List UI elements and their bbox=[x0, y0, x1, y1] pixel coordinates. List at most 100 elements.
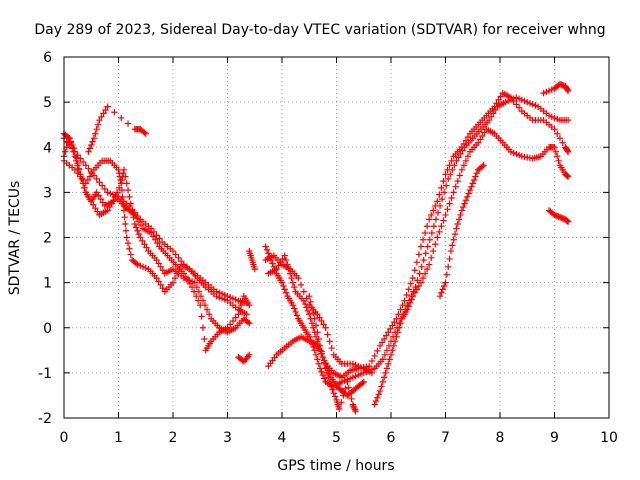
data-point-track-i bbox=[282, 256, 290, 264]
data-point-track-m bbox=[409, 292, 416, 300]
plot-frame bbox=[63, 56, 610, 419]
data-point-track-d bbox=[180, 270, 188, 277]
data-point-track-i bbox=[446, 162, 453, 169]
data-point-track-i bbox=[507, 94, 515, 101]
data-point-track-b bbox=[205, 311, 213, 318]
data-point-track-h bbox=[316, 365, 324, 372]
data-point-track-i bbox=[385, 329, 392, 336]
data-point-track-c bbox=[115, 166, 122, 174]
data-point-track-b bbox=[95, 192, 102, 199]
data-point-track-i bbox=[403, 291, 410, 299]
x-tick-label: 4 bbox=[278, 430, 287, 446]
data-point-track-m bbox=[421, 270, 429, 277]
data-point-track-d bbox=[235, 311, 242, 318]
data-point-track-i bbox=[415, 251, 423, 258]
data-point-track-b bbox=[123, 180, 130, 187]
data-point-track-e bbox=[86, 145, 94, 152]
data-point-track-h bbox=[564, 116, 572, 124]
data-point-track-m bbox=[394, 329, 402, 336]
data-point-track-c bbox=[171, 274, 179, 282]
data-point-track-d bbox=[130, 210, 137, 218]
data-point-track-n bbox=[458, 207, 466, 214]
data-point-track-m bbox=[452, 183, 459, 190]
data-point-track-b bbox=[244, 318, 252, 326]
data-point-track-l bbox=[326, 378, 333, 386]
data-point-track-m bbox=[378, 383, 385, 390]
data-point-track-j bbox=[368, 369, 376, 377]
data-point-track-n bbox=[449, 242, 456, 249]
data-point-track-l bbox=[329, 386, 336, 393]
data-point-track-h bbox=[485, 116, 493, 124]
data-point-track-d bbox=[229, 317, 237, 325]
data-point-track-d bbox=[152, 236, 159, 243]
data-point-track-i bbox=[423, 223, 431, 230]
data-point-track-d bbox=[64, 133, 72, 141]
data-point-track-n bbox=[457, 211, 464, 219]
data-point-track-i bbox=[464, 133, 472, 141]
data-point-track-c bbox=[159, 285, 166, 292]
data-point-track-h bbox=[379, 356, 387, 363]
data-point-track-c bbox=[169, 279, 177, 286]
data-point-track-d bbox=[133, 215, 141, 222]
data-point-track-l bbox=[336, 405, 343, 413]
data-point-track-c bbox=[123, 234, 130, 241]
data-point-track-b bbox=[137, 234, 144, 241]
data-point-track-i bbox=[448, 157, 455, 164]
data-point-track-b bbox=[97, 195, 104, 203]
data-point-track-i bbox=[279, 255, 286, 263]
data-point-track-d bbox=[70, 148, 77, 155]
data-point-track-d bbox=[224, 324, 231, 331]
data-point-track-h bbox=[321, 375, 328, 382]
data-point-track-m bbox=[395, 324, 403, 331]
data-point-track-e bbox=[96, 116, 103, 124]
data-point-track-i bbox=[419, 236, 427, 243]
data-point-track-h bbox=[291, 305, 298, 312]
data-point-track-m bbox=[444, 206, 451, 213]
data-point-track-n bbox=[464, 193, 471, 201]
data-point-track-d bbox=[94, 208, 101, 215]
data-point-track-c bbox=[127, 251, 134, 258]
data-point-track-j bbox=[318, 317, 325, 325]
data-point-track-m bbox=[405, 303, 412, 310]
data-point-track-i bbox=[442, 171, 449, 178]
data-point-track-c bbox=[153, 274, 160, 282]
data-point-track-d bbox=[110, 197, 117, 204]
data-point-track-e bbox=[100, 110, 107, 117]
data-point-track-k bbox=[323, 364, 331, 371]
data-point-track-i bbox=[407, 280, 414, 287]
data-point-track-b bbox=[141, 241, 148, 248]
data-point-track-i bbox=[430, 207, 437, 214]
data-point-track-i bbox=[458, 144, 466, 151]
data-point-track-i bbox=[399, 301, 406, 309]
data-point-track-n bbox=[468, 183, 475, 190]
data-point-track-j bbox=[314, 311, 321, 318]
y-tick-label: 3 bbox=[43, 185, 52, 201]
data-point-track-n bbox=[445, 263, 452, 271]
x-tick-label: 7 bbox=[441, 430, 450, 446]
data-point-track-i bbox=[409, 274, 416, 282]
data-point-track-a bbox=[82, 162, 89, 169]
data-point-track-i bbox=[371, 352, 378, 360]
data-point-track-e bbox=[92, 130, 99, 137]
data-point-track-c bbox=[119, 193, 126, 201]
data-point-track-j bbox=[297, 281, 305, 289]
data-point-track-m bbox=[448, 194, 455, 202]
data-point-track-n bbox=[450, 236, 457, 243]
x-tick-label: 6 bbox=[387, 430, 396, 446]
data-point-track-l bbox=[314, 329, 321, 336]
data-point-track-m bbox=[419, 274, 427, 282]
data-point-track-i bbox=[275, 262, 282, 269]
data-point-track-m bbox=[477, 136, 484, 143]
data-point-track-i bbox=[432, 202, 439, 210]
data-point-track-a bbox=[98, 182, 106, 189]
data-point-track-j bbox=[316, 314, 323, 321]
data-point-track-m bbox=[464, 153, 472, 160]
data-point-track-i bbox=[391, 318, 398, 326]
data-point-track-m bbox=[442, 211, 449, 219]
data-marks bbox=[60, 80, 572, 415]
grid bbox=[64, 57, 609, 418]
data-point-track-d bbox=[77, 171, 84, 178]
data-point-track-m bbox=[417, 279, 425, 286]
data-point-track-d bbox=[75, 166, 83, 174]
data-point-track-m bbox=[391, 338, 399, 345]
